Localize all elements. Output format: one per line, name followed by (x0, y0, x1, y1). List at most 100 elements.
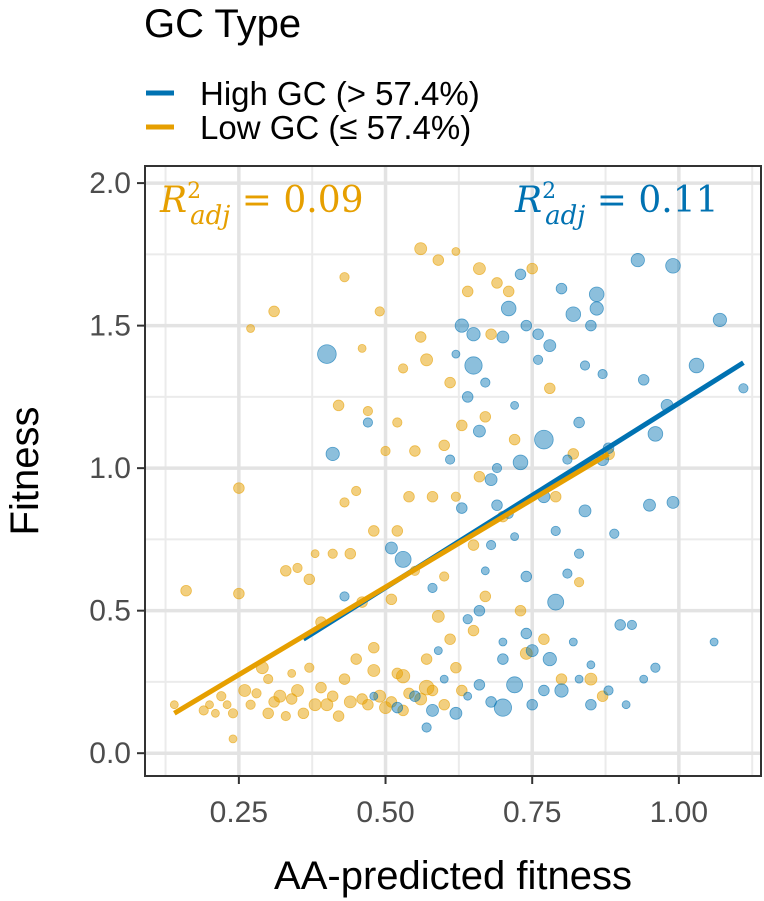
data-point-high-gc (630, 253, 645, 268)
data-point-low-gc (287, 669, 297, 678)
data-point-high-gc (462, 614, 473, 625)
data-point-low-gc (368, 525, 380, 537)
data-point-low-gc (268, 305, 280, 318)
data-point-low-gc (246, 324, 256, 333)
data-point-low-gc (544, 382, 556, 395)
x-axis-title: AA-predicted fitness (274, 854, 632, 898)
data-point-high-gc (500, 300, 517, 317)
data-point-high-gc (456, 502, 468, 514)
data-point-low-gc (262, 707, 274, 720)
data-point-high-gc (317, 344, 337, 364)
legend-label-high-gc: High GC (> 57.4%) (200, 75, 480, 112)
data-point-high-gc (520, 319, 533, 332)
data-point-high-gc (647, 426, 664, 442)
legend-label-low-gc: Low GC (≤ 57.4%) (200, 109, 471, 146)
data-point-high-gc (497, 653, 509, 665)
data-point-high-gc (454, 318, 469, 333)
data-point-high-gc (463, 691, 473, 701)
data-point-high-gc (472, 424, 486, 438)
y-tick-label: 2.0 (89, 167, 131, 200)
data-point-low-gc (397, 704, 409, 717)
data-point-low-gc (574, 577, 585, 588)
data-point-low-gc (327, 548, 338, 559)
data-point-low-gc (233, 482, 245, 494)
data-point-low-gc (308, 698, 322, 712)
data-point-low-gc (362, 406, 373, 417)
data-point-low-gc (473, 470, 486, 483)
data-point-high-gc (525, 644, 539, 657)
y-axis: 0.0 0.5 1.0 1.5 2.0 (89, 167, 145, 770)
data-point-low-gc (205, 700, 214, 710)
data-point-high-gc (554, 683, 569, 698)
data-point-low-gc (338, 673, 351, 685)
data-point-low-gc (303, 573, 316, 586)
data-point-low-gc (332, 710, 345, 722)
data-point-high-gc (589, 301, 604, 316)
data-point-high-gc (426, 704, 439, 717)
x-tick-label: 0.75 (503, 796, 561, 829)
data-point-low-gc (380, 445, 391, 457)
data-point-low-gc (479, 411, 492, 423)
data-point-low-gc (357, 343, 367, 353)
data-point-high-gc (484, 473, 498, 487)
data-point-high-gc (514, 268, 527, 281)
data-point-low-gc (233, 587, 245, 600)
data-point-high-gc (603, 685, 614, 696)
data-point-high-gc (574, 674, 584, 684)
data-point-low-gc (420, 653, 433, 665)
data-point-low-gc (431, 610, 445, 623)
fit-lines (173, 360, 745, 716)
data-point-high-gc (574, 548, 585, 559)
data-point-high-gc (409, 690, 421, 702)
data-point-high-gc (639, 674, 649, 684)
data-point-low-gc (292, 562, 303, 573)
data-point-high-gc (579, 360, 591, 371)
data-point-low-gc (555, 673, 568, 685)
data-point-high-gc (491, 463, 503, 474)
data-point-low-gc (396, 669, 411, 684)
data-point-high-gc (473, 604, 486, 617)
data-point-low-gc (432, 254, 445, 266)
data-point-high-gc (449, 706, 463, 720)
data-point-low-gc (228, 734, 238, 744)
data-point-low-gc (362, 698, 374, 711)
plot-border (144, 165, 762, 777)
data-point-high-gc (585, 698, 597, 711)
data-point-high-gc (637, 374, 650, 386)
data-point-low-gc (339, 497, 350, 508)
data-point-low-gc (467, 624, 480, 637)
data-point-low-gc (456, 684, 468, 697)
data-point-high-gc (688, 357, 705, 374)
data-point-low-gc (351, 485, 362, 497)
data-point-high-gc (451, 349, 461, 359)
data-point-low-gc (444, 376, 456, 389)
data-point-high-gc (542, 652, 557, 667)
data-point-high-gc (665, 258, 681, 274)
data-point-high-gc (712, 312, 727, 327)
data-point-low-gc (344, 547, 357, 560)
data-point-high-gc (609, 528, 620, 539)
data-point-low-gc (320, 698, 334, 712)
data-point-low-gc (409, 445, 421, 457)
data-point-low-gc (491, 277, 503, 289)
legend-title: GC Type (144, 2, 301, 46)
y-tick-label: 0.0 (89, 737, 131, 770)
data-point-high-gc (738, 383, 749, 394)
data-point-low-gc (222, 700, 232, 710)
data-point-high-gc (491, 499, 503, 511)
fit-line-low-gc (173, 451, 610, 716)
data-point-high-gc (496, 330, 510, 344)
data-point-high-gc (538, 684, 550, 697)
data-point-high-gc (486, 540, 497, 551)
data-point-low-gc (438, 439, 450, 452)
data-point-high-gc (550, 525, 561, 536)
data-point-low-gc (392, 417, 403, 428)
data-point-low-gc (456, 419, 468, 432)
plot-panel (145, 166, 761, 776)
data-point-high-gc (547, 593, 565, 611)
data-point-high-gc (626, 619, 637, 630)
data-point-low-gc (273, 689, 287, 703)
data-point-low-gc (414, 331, 427, 343)
data-point-low-gc (374, 306, 385, 317)
x-tick-label: 0.25 (210, 796, 268, 829)
